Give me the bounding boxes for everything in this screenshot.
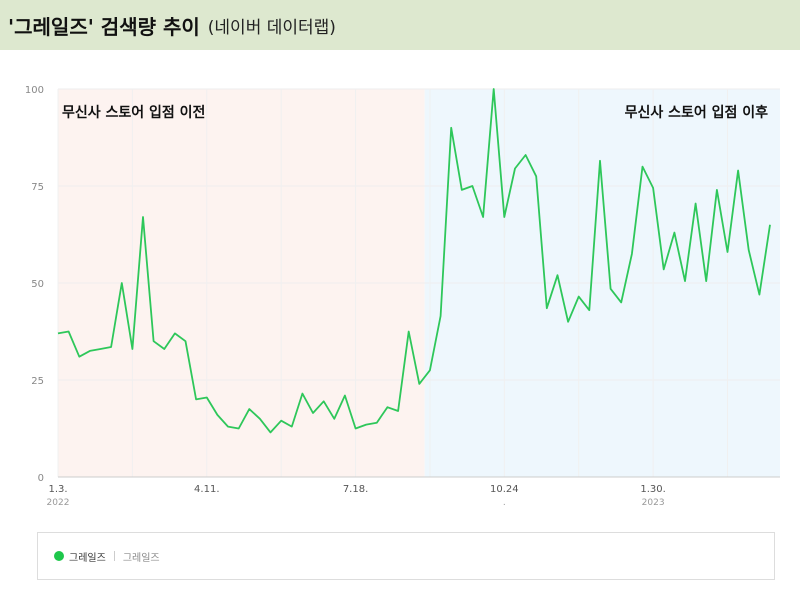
- x-tick-year-label: .: [503, 498, 506, 508]
- x-tick-year-label: 2022: [47, 498, 70, 508]
- legend-series-label[interactable]: 그레일즈: [69, 552, 106, 564]
- legend: 그레일즈 그레일즈: [37, 532, 775, 580]
- x-tick-label: 7.18.: [343, 484, 368, 495]
- legend-marker[interactable]: [54, 551, 64, 561]
- annotation-before: 무신사 스토어 입점 이전: [62, 104, 205, 121]
- x-tick-label: 1.3.: [48, 484, 67, 495]
- title-bar: '그레일즈' 검색량 추이 (네이버 데이터랩): [0, 0, 800, 50]
- page-subtitle: (네이버 데이터랩): [207, 17, 336, 38]
- y-tick-label: 75: [31, 182, 44, 193]
- x-tick-year-label: 2023: [642, 498, 665, 508]
- y-tick-label: 100: [25, 85, 44, 96]
- page-title: '그레일즈' 검색량 추이: [8, 14, 200, 39]
- y-tick-label: 50: [31, 279, 44, 290]
- series-line: [57, 88, 771, 434]
- legend-series-sublabel: 그레일즈: [122, 552, 160, 564]
- annotation-after: 무신사 스토어 입점 이후: [625, 104, 769, 121]
- x-tick-label: 4.11.: [194, 484, 219, 495]
- legend-divider: [113, 551, 115, 561]
- chart-area: 0 25 50 75 100 1.3. 2022 4.11. 7.18. 10.24. 1.30. 2…: [0, 70, 800, 520]
- y-tick-label: 25: [31, 376, 44, 387]
- x-tick-label: 1.30.: [640, 484, 665, 495]
- line-chart: 0 25 50 75 100 1.3. 2022 4.11. 7.18. 10.24. 1.30. 2…: [25, 85, 780, 508]
- y-tick-label: 0: [38, 473, 44, 484]
- x-tick-label: 10.24: [490, 484, 519, 495]
